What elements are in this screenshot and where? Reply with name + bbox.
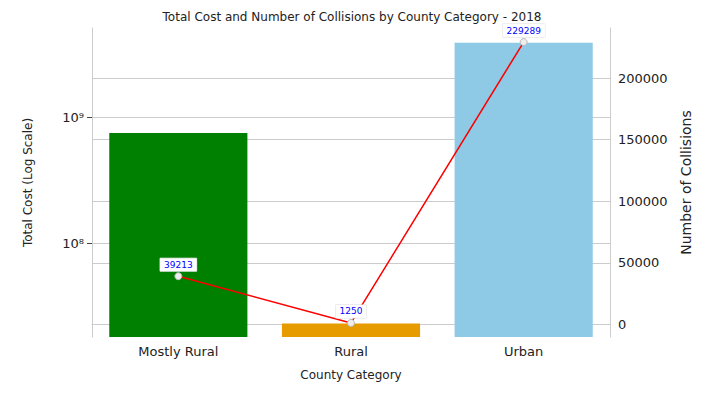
svg-text:200000: 200000 <box>618 71 668 86</box>
svg-text:150000: 150000 <box>618 132 668 147</box>
svg-text:1250: 1250 <box>340 306 363 316</box>
svg-text:Mostly Rural: Mostly Rural <box>138 344 218 359</box>
svg-text:Rural: Rural <box>334 344 368 359</box>
svg-text:Total Cost (Log Scale): Total Cost (Log Scale) <box>21 118 35 248</box>
svg-text:10⁸: 10⁸ <box>62 236 84 251</box>
svg-text:Number of Collisions: Number of Collisions <box>678 110 694 255</box>
svg-text:39213: 39213 <box>164 260 193 270</box>
svg-text:County Category: County Category <box>300 368 401 382</box>
svg-text:Total Cost and Number of Colli: Total Cost and Number of Collisions by C… <box>162 10 542 24</box>
svg-text:10⁹: 10⁹ <box>62 110 84 125</box>
svg-text:0: 0 <box>618 317 626 332</box>
svg-text:Urban: Urban <box>504 344 543 359</box>
svg-text:229289: 229289 <box>506 26 541 36</box>
svg-text:50000: 50000 <box>618 255 659 270</box>
svg-text:100000: 100000 <box>618 194 668 209</box>
